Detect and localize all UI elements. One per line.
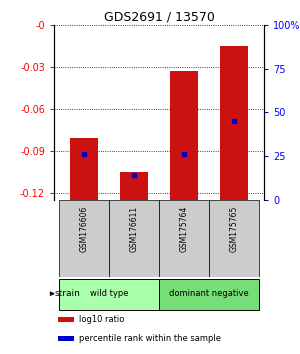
Text: GSM175764: GSM175764 (179, 206, 188, 252)
Text: dominant negative: dominant negative (169, 289, 249, 298)
Bar (209, 200, 259, 277)
Bar (120, 172, 148, 200)
Text: GSM176611: GSM176611 (130, 206, 139, 252)
Bar (58, 336, 74, 341)
Text: log10 ratio: log10 ratio (79, 315, 124, 324)
Text: GSM176606: GSM176606 (80, 206, 88, 252)
Bar (59, 200, 109, 277)
Bar (59, 279, 159, 310)
Bar (58, 317, 74, 322)
Bar (109, 200, 159, 277)
Text: wild type: wild type (90, 289, 128, 298)
Bar (220, 46, 248, 200)
Bar (70, 138, 98, 200)
Bar (159, 279, 259, 310)
Text: GSM175765: GSM175765 (230, 206, 238, 252)
Bar (170, 71, 198, 200)
Text: percentile rank within the sample: percentile rank within the sample (79, 334, 221, 343)
Text: strain: strain (55, 289, 80, 298)
Bar (159, 200, 209, 277)
Title: GDS2691 / 13570: GDS2691 / 13570 (103, 11, 214, 24)
